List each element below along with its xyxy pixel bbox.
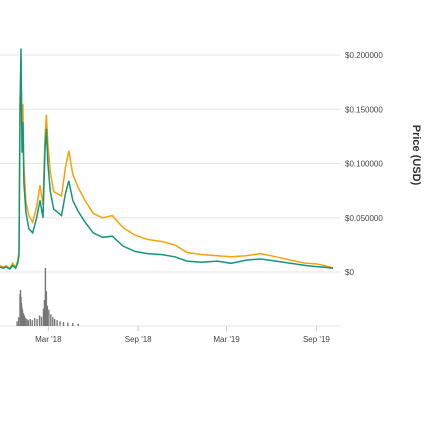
x-tick-label: Mar '18 (35, 335, 62, 344)
series-2-line (0, 48, 334, 270)
volume-bar (43, 299, 46, 326)
volume-bar (67, 322, 69, 326)
series-1-line (0, 60, 334, 270)
volume-bar (72, 323, 74, 326)
volume-bar (53, 319, 56, 326)
volume-bar (38, 315, 41, 326)
volume-bar (21, 309, 24, 326)
y-tick-label: $0 (345, 268, 354, 277)
volume-bar (45, 291, 48, 326)
volume-bar (50, 314, 52, 326)
volume-bar (62, 321, 65, 326)
volume-bar (16, 321, 18, 326)
volume-bar (40, 316, 43, 326)
volume-bar (56, 320, 58, 326)
volume-bar (22, 313, 25, 326)
volume-bar (59, 321, 61, 326)
volume-bar (52, 317, 54, 326)
grid-lines (0, 54, 340, 327)
volume-bar (36, 319, 38, 326)
x-axis: Mar '18 Sep '18 Mar '19 Sep '19 (35, 326, 330, 344)
volume-bar (42, 308, 45, 326)
volume-bar (17, 317, 20, 326)
volume-bar (26, 319, 28, 326)
x-tick-label: Mar '19 (213, 335, 240, 344)
y-tick-label: $0.100000 (345, 160, 383, 169)
volume-bar (23, 315, 26, 326)
volume-bar (31, 320, 33, 326)
volume-bar (46, 305, 49, 326)
volume-bar (48, 309, 50, 326)
x-tick-label: Sep '19 (303, 335, 330, 344)
volume-bar (24, 317, 27, 326)
volume-bar (29, 319, 31, 326)
y-axis-title: Price (USD) (410, 125, 422, 186)
volume-bar (77, 323, 79, 326)
volume-bar (27, 320, 30, 326)
volume-bars (16, 268, 79, 326)
volume-bar (44, 268, 47, 326)
y-axis: $0 $0.050000 $0.100000 $0.150000 $0.200000 (345, 51, 383, 277)
y-tick-label: $0.200000 (345, 51, 383, 60)
x-tick-label: Sep '18 (125, 335, 152, 344)
y-tick-label: $0.150000 (345, 105, 383, 114)
volume-bar (33, 317, 36, 326)
y-tick-label: $0.050000 (345, 214, 383, 223)
